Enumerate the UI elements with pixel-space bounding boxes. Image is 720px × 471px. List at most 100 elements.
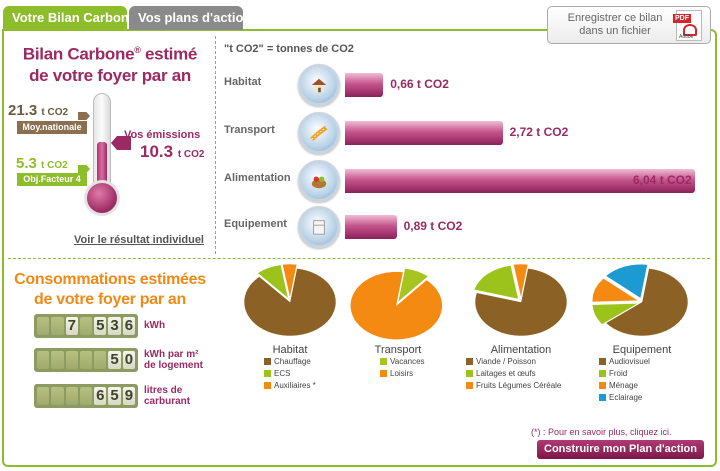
bar-transport [345, 121, 503, 145]
bar-category-label: Alimentation [224, 172, 291, 184]
legend-swatch [599, 394, 606, 401]
registered-mark: ® [134, 45, 141, 55]
horizontal-divider [8, 258, 710, 259]
counter-digit [37, 351, 50, 369]
counter-digit [37, 387, 50, 405]
content-frame [2, 29, 717, 467]
pie-legend-item: Loisirs [380, 369, 413, 378]
thermometer-fill [97, 142, 107, 202]
pie-slice [592, 303, 639, 325]
counter-digit [51, 317, 64, 335]
emissions-unit: t CO2 [177, 149, 205, 160]
objectif-arrow [78, 165, 90, 173]
pdf-badge: PDF [673, 14, 691, 23]
pdf-icon: PDF Adobe [673, 10, 702, 41]
counter-unit-line1: litres de [144, 385, 183, 396]
thermometer-bulb [84, 180, 120, 216]
road-icon-glyph [310, 124, 328, 142]
obj-unit: t CO2 [41, 160, 68, 171]
counter-unit-label: kWh [144, 320, 165, 331]
legend-label: Chauffage [274, 357, 311, 366]
counter-unit-line1: kWh par m² [144, 349, 199, 360]
legend-label: Auxiliaires * [274, 381, 316, 390]
appliance-icon-glyph [310, 218, 328, 236]
house-icon-glyph [310, 76, 328, 94]
pie-chart-habitat [243, 263, 337, 337]
counter-unit-line1: kWh [144, 320, 166, 331]
counter-digit: 0 [122, 351, 135, 369]
legend-label: Froid [609, 369, 628, 378]
vertical-divider [215, 36, 216, 254]
bar-category-label: Equipement [224, 218, 287, 230]
legend-swatch [466, 382, 473, 389]
pie-legend-item: Ménage [599, 381, 638, 390]
legend-label: Eclairage [609, 393, 643, 402]
counter-digit [79, 387, 93, 405]
pie-legend-item: Eclairage [599, 393, 642, 402]
bar-alimentation [345, 169, 695, 193]
pie-slice [592, 278, 640, 303]
counter-digit [51, 351, 64, 369]
pie-slice [513, 263, 529, 299]
tab-bilan-carbone[interactable]: Votre Bilan Carbone [3, 6, 136, 30]
obj-number: 5.3 [16, 155, 37, 172]
counter-unit-line2: de logement [144, 360, 203, 371]
counter-digit: 6 [122, 317, 135, 335]
counter-digit: 3 [108, 317, 121, 335]
counter-digit [79, 351, 93, 369]
legend-label: Vacances [390, 357, 425, 366]
legend-swatch [599, 382, 606, 389]
legend-swatch [599, 358, 606, 365]
road-icon [298, 112, 340, 154]
pie-slice [473, 265, 519, 300]
pie-slice [282, 263, 298, 299]
consommations-title: Consommations estimées de votre foyer pa… [10, 270, 210, 310]
pie-legend-item: Vacances [380, 357, 425, 366]
legend-label: Laitages et œufs [476, 369, 536, 378]
save-pdf-text: Enregistrer ce bilan dans un fichier [556, 12, 674, 38]
pie-chart-transport [350, 268, 443, 340]
legend-swatch [599, 370, 606, 377]
counter-unit-label: kWh par m² de logement [144, 349, 203, 371]
pie-title: Alimentation [490, 344, 552, 356]
counter-digit: 5 [94, 317, 107, 335]
house-icon [298, 64, 340, 106]
legend-swatch [264, 370, 271, 377]
counter-digit: 9 [122, 387, 135, 405]
counter-digit: 7 [65, 317, 78, 335]
moy-nationale-label: Moy.nationale [17, 121, 87, 134]
consommations-title-line2: de votre foyer par an [34, 291, 186, 308]
pie-slice [605, 268, 689, 337]
legend-swatch [380, 370, 387, 377]
tab-plans-action[interactable]: Vos plans d'action [129, 6, 251, 30]
pie-slice [350, 271, 443, 340]
pie-legend-item: ECS [264, 369, 290, 378]
pie-slice [474, 268, 568, 337]
footnote-link[interactable]: (*) : Pour en savoir plus, cliquez ici. [531, 427, 672, 437]
appliance-icon [298, 206, 340, 248]
counter-digit [94, 351, 107, 369]
counter-digit [65, 387, 78, 405]
build-action-plan-button[interactable]: Construire mon Plan d'action [537, 440, 704, 459]
legend-label: Loisirs [390, 369, 414, 378]
save-pdf-button[interactable]: Enregistrer ce bilan dans un fichier PDF… [547, 6, 711, 44]
pie-chart-alimentation [473, 263, 568, 337]
emissions-value: 10.3 t CO2 [140, 142, 205, 162]
individual-result-link[interactable]: Voir le résultat individuel [74, 234, 204, 246]
pie-legend-item: Fruits Légumes Céréale [466, 381, 561, 390]
pie-title: Transport [374, 344, 422, 356]
legend-swatch [466, 370, 473, 377]
legend-label: Ménage [609, 381, 638, 390]
pie-slice [257, 264, 289, 300]
pie-legend-item: Laitages et œufs [466, 369, 536, 378]
legend-label: Audiovisuel [609, 357, 650, 366]
counter-digit: 5 [108, 387, 121, 405]
emissions-number: 10.3 [140, 142, 174, 161]
moy-unit: t CO2 [41, 107, 69, 118]
pie-slice [397, 268, 429, 303]
legend-label: Viande / Poisson [476, 357, 536, 366]
save-pdf-line1: Enregistrer ce bilan [567, 12, 663, 24]
